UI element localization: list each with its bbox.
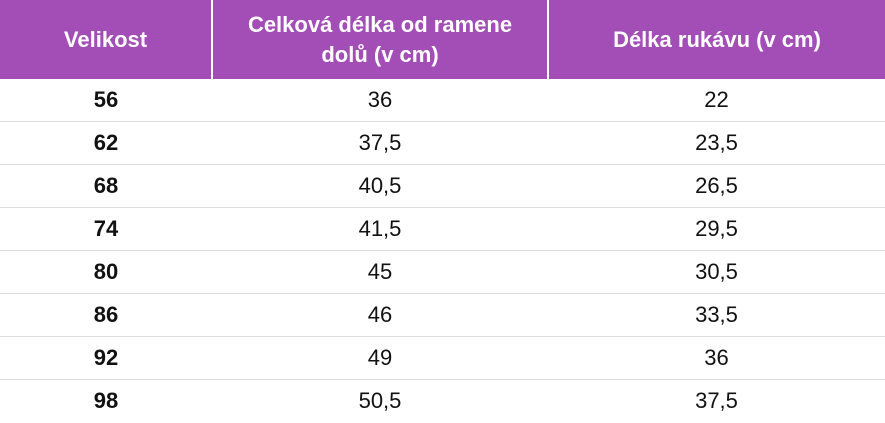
value-cell: 33,5 <box>548 293 885 337</box>
header-cell: Celková délka od ramene dolů (v cm) <box>211 0 548 79</box>
size-cell: 68 <box>0 164 212 208</box>
value-cell: 46 <box>212 293 548 337</box>
value-cell: 50,5 <box>358 388 402 413</box>
value-cell: 23,5 <box>548 121 885 165</box>
size-cell: 62 <box>0 121 212 165</box>
header-row: Velikost Celková délka od ramene dolů (v … <box>0 0 885 79</box>
value-cell: 36 <box>212 79 548 122</box>
value-cell: 41,5 <box>212 207 548 251</box>
table-row: 68 40,5 26,5 <box>0 164 885 208</box>
value-cell: 22 <box>548 79 885 122</box>
value-cell: 36 <box>548 336 885 380</box>
value-cell: 37,5 <box>695 388 738 413</box>
size-cell: 80 <box>0 250 212 294</box>
value-cell: 30,5 <box>548 250 885 294</box>
table-header: Velikost Celková délka od ramene dolů (v … <box>0 0 885 79</box>
value-cell: 40,5 <box>212 164 548 208</box>
header-cell: Velikost <box>0 0 212 79</box>
value-cell: 37,5 <box>212 121 548 165</box>
size-cell: 74 <box>0 207 212 251</box>
table-row: 92 49 36 <box>0 336 885 380</box>
table-row: 86 46 33,5 <box>0 293 885 337</box>
table-row: 56 36 22 <box>0 79 885 122</box>
size-cell: 92 <box>0 336 212 380</box>
table-row: 98 50,5 37,5 <box>0 380 885 423</box>
value-cell: 49 <box>212 336 548 380</box>
table-row: 74 41,5 29,5 <box>0 207 885 251</box>
table-body: 56 36 22 62 37,5 23,5 68 40,5 26,5 74 41,5 29,5 80 45… <box>0 79 885 422</box>
size-cell: 56 <box>0 79 212 122</box>
header-cell: Délka rukávu (v cm) <box>547 0 885 79</box>
value-cell: 26,5 <box>548 164 885 208</box>
value-cell: 45 <box>212 250 548 294</box>
value-cell: 29,5 <box>548 207 885 251</box>
size-cell: 86 <box>0 293 212 337</box>
table-row: 62 37,5 23,5 <box>0 121 885 165</box>
size-cell: 98 <box>93 388 119 413</box>
table-row: 80 45 30,5 <box>0 250 885 294</box>
